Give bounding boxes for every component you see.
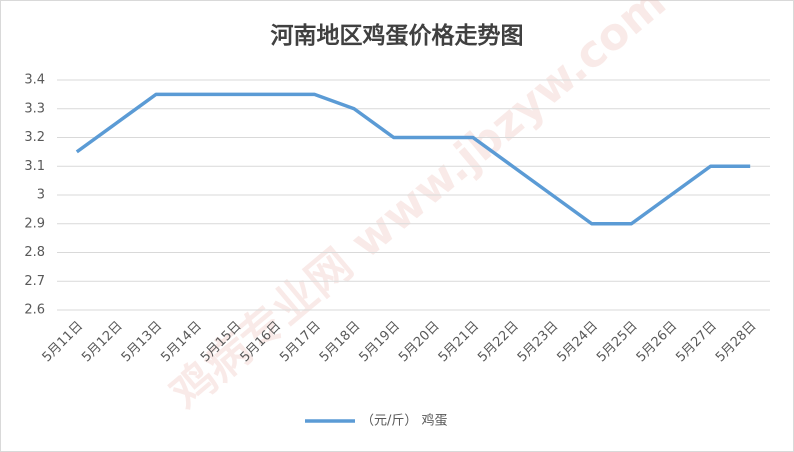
y-tick-label: 3.1: [24, 159, 45, 174]
y-tick-label: 2.6: [24, 303, 45, 318]
y-tick-label: 3: [37, 188, 45, 203]
y-tick-label: 3.2: [24, 130, 45, 145]
legend-label: （元/斤） 鸡蛋: [361, 413, 448, 429]
y-tick-label: 3.4: [24, 73, 45, 88]
y-tick-label: 2.8: [24, 245, 45, 260]
y-tick-label: 2.9: [24, 216, 45, 231]
y-tick-label: 3.3: [24, 101, 45, 116]
chart-title: 河南地区鸡蛋价格走势图: [271, 22, 524, 49]
data-line: [75, 92, 751, 226]
y-tick-label: 2.7: [24, 274, 45, 289]
